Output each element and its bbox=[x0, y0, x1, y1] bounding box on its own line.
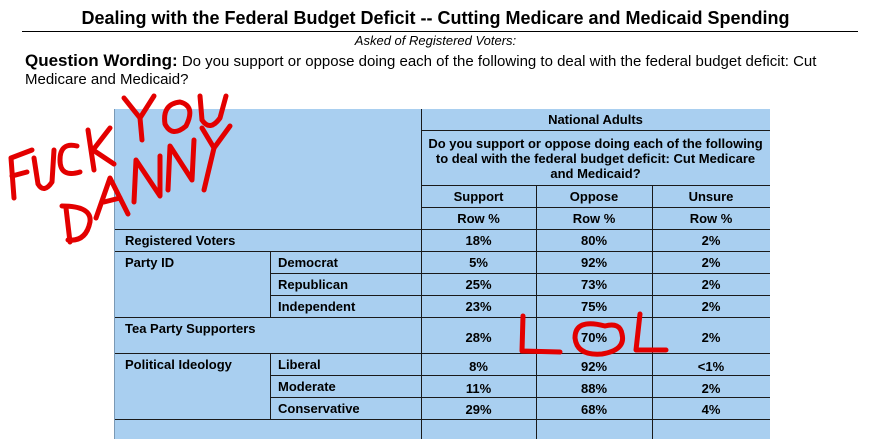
group-header: National Adults bbox=[548, 112, 643, 127]
table-cell: 80% bbox=[580, 233, 608, 248]
table-cell: 4% bbox=[701, 402, 721, 417]
table-cell: 25% bbox=[465, 277, 492, 292]
table-cell: 2% bbox=[701, 330, 721, 345]
table-cell: 2% bbox=[701, 381, 721, 396]
title-divider bbox=[22, 31, 858, 32]
handwritten-scribble bbox=[8, 93, 669, 357]
table-cell: 2% bbox=[701, 255, 721, 270]
question-label: Question Wording: bbox=[25, 51, 178, 70]
row-sub-democrat: Democrat bbox=[278, 255, 338, 270]
table-cell: 18% bbox=[465, 233, 492, 248]
row-group-tea-party: Tea Party Supporters bbox=[125, 321, 256, 336]
question-wording: Question Wording: Do you support or oppo… bbox=[25, 52, 857, 89]
page-title: Dealing with the Federal Budget Deficit … bbox=[81, 8, 790, 28]
table-cell: 2% bbox=[701, 299, 721, 314]
question-header: Do you support or oppose doing each of t… bbox=[428, 136, 763, 181]
row-group-registered-voters: Registered Voters bbox=[125, 233, 236, 248]
column-header-support: Support bbox=[453, 189, 504, 204]
table-cell: 92% bbox=[580, 359, 608, 374]
table-cell: <1% bbox=[697, 359, 725, 374]
table-cell: 29% bbox=[465, 402, 492, 417]
question-text: Do you support or oppose doing each of t… bbox=[25, 53, 817, 88]
table-cell: 28% bbox=[465, 330, 492, 345]
table-cell: 23% bbox=[465, 299, 492, 314]
table-cell: 11% bbox=[465, 381, 492, 396]
table-cell: 92% bbox=[580, 255, 608, 270]
row-group-political-ideology: Political Ideology bbox=[125, 357, 232, 372]
row-sub-conservative: Conservative bbox=[278, 401, 360, 416]
table-cell: 70% bbox=[580, 330, 608, 345]
row-group-party-id: Party ID bbox=[125, 255, 175, 270]
table-cell: 68% bbox=[580, 402, 608, 417]
table-cell: 73% bbox=[580, 277, 608, 292]
table-cell: 2% bbox=[701, 277, 721, 292]
table-cell: 2% bbox=[701, 233, 721, 248]
column-header-oppose: Oppose bbox=[569, 189, 619, 204]
unit-label-support: Row % bbox=[457, 211, 500, 226]
results-table: National Adults Do you support or oppose… bbox=[114, 109, 770, 439]
unit-label-unsure: Row % bbox=[689, 211, 733, 226]
unit-label-oppose: Row % bbox=[572, 211, 616, 226]
table-cell: 8% bbox=[469, 359, 488, 374]
row-sub-liberal: Liberal bbox=[278, 357, 321, 372]
row-sub-moderate: Moderate bbox=[278, 379, 336, 394]
row-sub-republican: Republican bbox=[278, 277, 349, 292]
page-subtitle: Asked of Registered Voters: bbox=[354, 33, 517, 48]
table-cell: 5% bbox=[469, 255, 488, 270]
table-cell: 75% bbox=[580, 299, 608, 314]
table-cell: 88% bbox=[580, 381, 608, 396]
column-header-unsure: Unsure bbox=[688, 189, 734, 204]
row-sub-independent: Independent bbox=[278, 299, 356, 314]
